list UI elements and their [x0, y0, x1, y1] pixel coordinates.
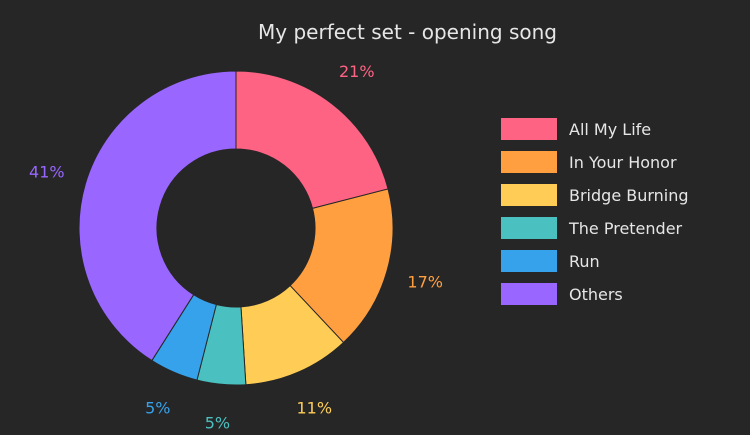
legend-item-in-your-honor[interactable]: In Your Honor [501, 151, 689, 173]
legend-swatch [501, 151, 557, 173]
legend-label: Bridge Burning [569, 185, 689, 205]
slice-in-your-honor [289, 188, 394, 344]
legend-label: Others [569, 284, 623, 304]
legend: All My Life In Your Honor Bridge Burning Th… [501, 118, 689, 305]
legend-item-bridge-burning[interactable]: Bridge Burning [501, 184, 689, 206]
data-label-others: 41% [29, 163, 65, 182]
data-label-bridge-burning: 11% [296, 398, 332, 417]
legend-swatch [501, 250, 557, 272]
legend-label: Run [569, 251, 600, 271]
legend-label: All My Life [569, 119, 652, 139]
legend-item-others[interactable]: Others [501, 283, 689, 305]
data-label-all-my-life: 21% [339, 62, 375, 81]
legend-item-all-my-life[interactable]: All My Life [501, 118, 689, 140]
legend-item-run[interactable]: Run [501, 250, 689, 272]
legend-swatch [501, 217, 557, 239]
data-label-in-your-honor: 17% [407, 272, 443, 291]
legend-label: In Your Honor [569, 152, 677, 172]
legend-label: The Pretender [569, 218, 683, 238]
slice-others [78, 70, 237, 362]
data-label-run: 5% [145, 398, 170, 417]
legend-item-the-pretender[interactable]: The Pretender [501, 217, 689, 239]
chart-title: My perfect set - opening song [258, 20, 557, 44]
legend-swatch [501, 184, 557, 206]
data-label-the-pretender: 5% [205, 414, 230, 433]
legend-swatch [501, 118, 557, 140]
legend-swatch [501, 283, 557, 305]
slice-all-my-life [235, 70, 389, 209]
